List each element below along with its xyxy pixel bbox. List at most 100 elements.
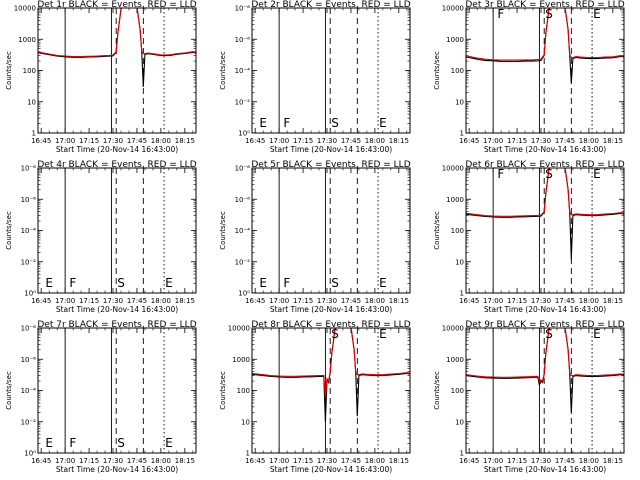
x-axis-label: Start Time (20-Nov-14 16:43:00): [484, 305, 606, 314]
y-tick-label: 1000: [446, 36, 464, 44]
x-tick-label: 18:00: [151, 297, 171, 305]
y-axis-label: Counts/sec: [219, 51, 227, 90]
x-tick-label: 18:15: [389, 137, 409, 145]
y-axis-label: Counts/sec: [433, 211, 441, 250]
y-tick-label: 10⁻⁴: [235, 227, 251, 235]
y-tick-label: 10⁻⁸: [235, 165, 251, 173]
y-tick-label: 1: [32, 130, 36, 138]
y-tick-label: 10⁻⁸: [21, 165, 37, 173]
marker-e: E: [165, 436, 173, 450]
marker-f: F: [69, 276, 76, 290]
y-tick-label: 10: [455, 258, 464, 266]
x-tick-label: 16:45: [245, 457, 265, 465]
y-tick-label: 100: [23, 67, 36, 75]
x-tick-label: 17:45: [341, 137, 361, 145]
y-tick-label: 100: [451, 67, 464, 75]
x-tick-label: 17:45: [555, 297, 575, 305]
y-tick-label: 10⁻⁴: [21, 387, 37, 395]
x-tick-label: 17:45: [127, 137, 147, 145]
y-tick-label: 10⁻²: [235, 98, 251, 106]
x-tick-label: 17:45: [555, 457, 575, 465]
y-axis-label: Counts/sec: [433, 371, 441, 410]
panel-det-4r: Det 4r BLACK = Events, RED = LLD Counts/s…: [5, 160, 197, 314]
x-tick-label: 17:15: [507, 137, 527, 145]
y-tick-label: 100: [237, 387, 250, 395]
x-tick-label: 17:00: [269, 137, 289, 145]
marker-e: E: [593, 167, 601, 181]
x-tick-label: 17:15: [507, 297, 527, 305]
y-axis-label: Counts/sec: [219, 211, 227, 250]
y-tick-label: 10: [241, 418, 250, 426]
y-tick-label: 10⁻⁸: [21, 325, 37, 333]
marker-f: F: [497, 167, 504, 181]
x-tick-label: 17:00: [55, 137, 75, 145]
y-tick-label: 10⁻²: [21, 258, 37, 266]
panel-title: Det 7r BLACK = Events, RED = LLD: [37, 320, 196, 330]
y-tick-label: 10⁻⁴: [235, 67, 251, 75]
x-tick-label: 17:15: [293, 137, 313, 145]
y-tick-label: 10000: [228, 325, 250, 333]
x-tick-label: 17:00: [269, 297, 289, 305]
y-tick-label: 10⁰: [238, 290, 250, 298]
series-group: [466, 168, 624, 260]
plot-frame: [37, 167, 197, 294]
marker-f: F: [497, 7, 504, 21]
x-tick-label: 17:15: [79, 137, 99, 145]
panel-det-8r: Det 8r BLACK = Events, RED = LLD Counts/s…: [219, 320, 411, 474]
y-tick-label: 1: [460, 450, 464, 458]
x-tick-label: 18:00: [579, 297, 599, 305]
x-tick-label: 17:30: [531, 297, 551, 305]
marker-f: F: [283, 276, 290, 290]
marker-e: E: [379, 327, 387, 341]
series-line-lld: [466, 8, 624, 61]
x-tick-label: 17:30: [317, 137, 337, 145]
series-group: [466, 328, 624, 413]
x-tick-label: 18:00: [579, 457, 599, 465]
series-line-lld: [252, 328, 410, 398]
y-tick-label: 1000: [446, 356, 464, 364]
marker-s: S: [545, 167, 553, 181]
x-axis-label: Start Time (20-Nov-14 16:43:00): [270, 465, 392, 474]
series-group: [466, 8, 624, 83]
y-tick-label: 10000: [442, 165, 464, 173]
plot-frame: [37, 7, 197, 134]
plot-frame: [465, 167, 625, 294]
x-axis-label: Start Time (20-Nov-14 16:43:00): [484, 465, 606, 474]
plot-frame: [37, 327, 197, 454]
marker-s: S: [117, 436, 125, 450]
plot-frame: [251, 167, 411, 294]
panel-det-3r: Det 3r BLACK = Events, RED = LLD Counts/s…: [433, 0, 625, 154]
y-tick-label: 100: [451, 387, 464, 395]
x-tick-label: 16:45: [459, 137, 479, 145]
x-axis-label: Start Time (20-Nov-14 16:43:00): [270, 305, 392, 314]
y-tick-label: 10⁻²: [21, 418, 37, 426]
series-line-lld: [466, 328, 624, 383]
series-line-events: [466, 8, 624, 83]
x-tick-label: 18:15: [603, 137, 623, 145]
plot-frame: [251, 7, 411, 134]
panel-det-6r: Det 6r BLACK = Events, RED = LLD Counts/s…: [433, 160, 625, 314]
marker-e: E: [259, 276, 267, 290]
series-line-events: [466, 328, 624, 413]
y-tick-label: 1000: [446, 196, 464, 204]
x-tick-label: 17:45: [555, 137, 575, 145]
x-tick-label: 17:30: [531, 457, 551, 465]
x-tick-label: 17:30: [103, 457, 123, 465]
marker-e: E: [259, 116, 267, 130]
marker-s: S: [117, 276, 125, 290]
marker-e: E: [165, 276, 173, 290]
y-tick-label: 10⁰: [24, 450, 36, 458]
y-tick-label: 10⁰: [24, 290, 36, 298]
panel-title: Det 6r BLACK = Events, RED = LLD: [465, 160, 624, 170]
series-line-events: [252, 328, 410, 422]
x-tick-label: 17:45: [127, 297, 147, 305]
marker-f: F: [69, 436, 76, 450]
x-tick-label: 17:15: [79, 297, 99, 305]
x-tick-label: 18:15: [389, 457, 409, 465]
y-tick-label: 1: [460, 130, 464, 138]
x-axis-label: Start Time (20-Nov-14 16:43:00): [56, 305, 178, 314]
y-tick-label: 1: [246, 450, 250, 458]
y-axis-label: Counts/sec: [433, 51, 441, 90]
x-tick-label: 18:15: [389, 297, 409, 305]
